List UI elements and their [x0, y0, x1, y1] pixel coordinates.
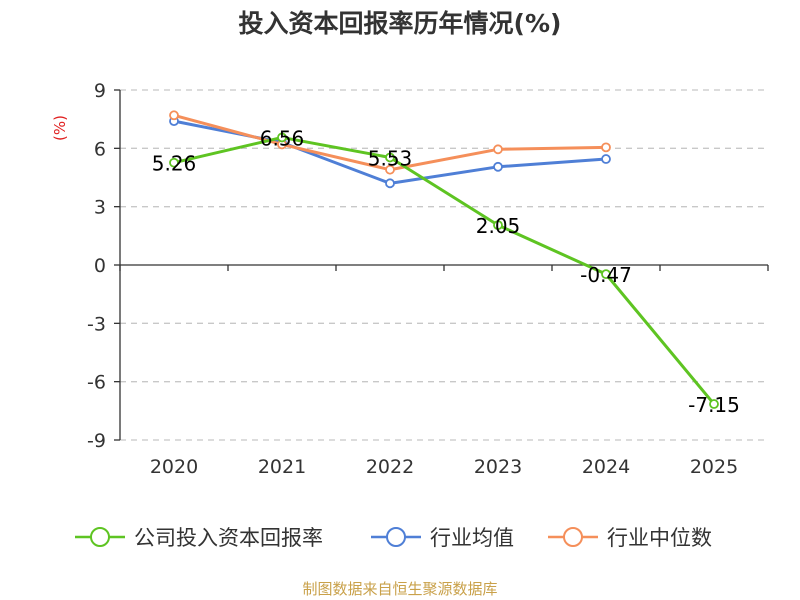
data-label: -7.15: [688, 393, 740, 417]
y-tick-label: -9: [87, 430, 106, 452]
data-point: [601, 142, 611, 153]
x-tick-label: 2025: [690, 456, 738, 478]
y-tick-label: -6: [87, 372, 106, 394]
y-tick-label: 0: [94, 255, 106, 277]
data-point: [385, 164, 395, 175]
legend-label: 行业中位数: [607, 526, 712, 550]
source-note: 制图数据来自恒生聚源数据库: [302, 580, 497, 598]
data-point: [709, 399, 719, 409]
x-axis-ticks: 2020 2021 2022 2023 2024 2025: [150, 456, 738, 478]
series-line: [173, 135, 716, 405]
data-label: 6.56: [260, 126, 305, 150]
data-point: [493, 161, 503, 172]
axes: [119, 90, 769, 440]
y-tick-label: 3: [94, 197, 106, 219]
data-point: [169, 157, 179, 168]
legend-marker: [563, 527, 583, 547]
legend-marker: [386, 527, 406, 547]
data-label: 2.05: [476, 214, 521, 238]
y-tick-label: 9: [94, 80, 106, 102]
data-point: [493, 144, 503, 155]
series-group: [169, 110, 719, 409]
legend: 公司投入资本回报率 行业均值 行业中位数: [75, 526, 712, 550]
x-tick-label: 2024: [582, 456, 630, 478]
legend-item[interactable]: 行业均值: [371, 526, 514, 550]
data-point: [385, 178, 395, 189]
y-unit-label: (%): [51, 115, 69, 141]
data-point: [601, 269, 611, 280]
data-point: [385, 152, 395, 163]
data-label: 5.26: [152, 152, 197, 176]
data-label: -0.47: [580, 263, 632, 287]
data-point: [493, 220, 503, 231]
legend-marker: [90, 527, 110, 547]
y-tick-label: 6: [94, 138, 106, 160]
data-point: [601, 154, 611, 164]
y-tick-label: -3: [87, 313, 106, 335]
data-label: 5.53: [368, 146, 413, 170]
x-tick-label: 2020: [150, 456, 198, 478]
y-axis-ticks: 9 6 3 0 -3 -6 -9: [87, 80, 120, 452]
grid-lines: [120, 89, 768, 441]
x-tick-label: 2021: [258, 456, 306, 478]
legend-item[interactable]: 行业中位数: [548, 526, 712, 550]
legend-label: 行业均值: [430, 526, 514, 550]
chart-title: 投入资本回报率历年情况(%): [239, 9, 562, 38]
x-tick-label: 2022: [366, 456, 414, 478]
data-labels: 5.26 6.56 5.53 2.05 -0.47 -7.15: [152, 126, 740, 417]
legend-item[interactable]: 公司投入资本回报率: [75, 526, 323, 550]
x-tick-label: 2023: [474, 456, 522, 478]
data-point: [277, 132, 287, 143]
legend-label: 公司投入资本回报率: [134, 526, 323, 550]
data-point: [169, 110, 179, 121]
